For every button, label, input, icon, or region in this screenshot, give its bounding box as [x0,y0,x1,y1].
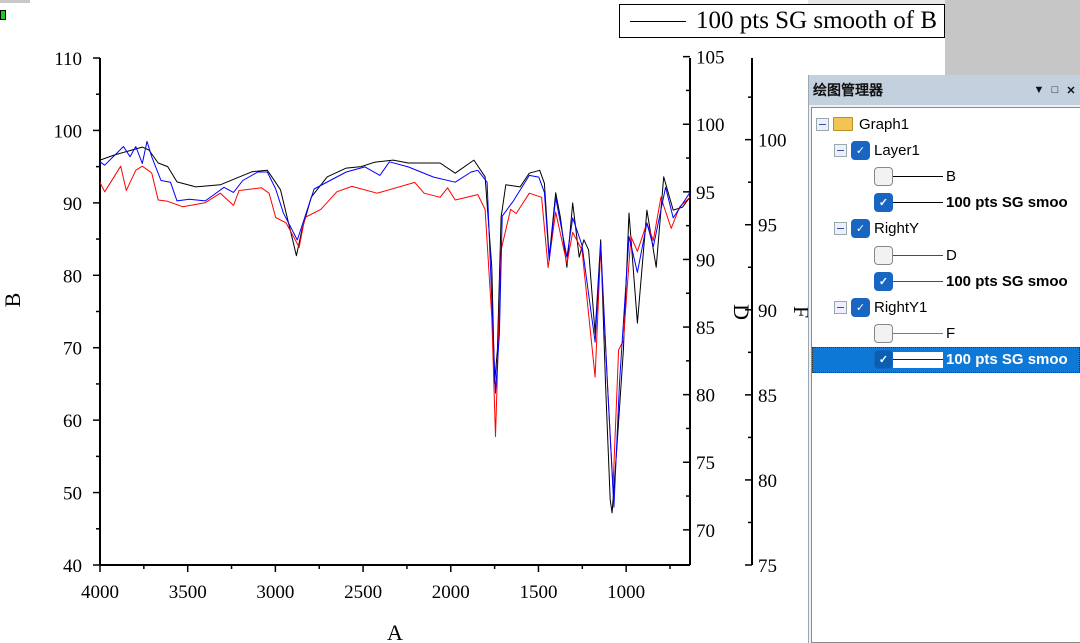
right-y-tick-label-f: 75 [758,556,777,577]
plot-checkbox[interactable] [874,166,893,186]
legend-text: 100 pts SG smooth of B [696,7,938,34]
collapse-icon[interactable] [816,117,829,131]
selected-row-highlight [812,346,1080,373]
plot-label: F [946,325,956,343]
tree-node-plot[interactable]: ✓ 100 pts SG smoo [874,269,1068,293]
right-y-tick-label-d: 80 [696,386,715,407]
left-y-tick-label: 70 [63,339,82,360]
tree-node-plot[interactable]: B [874,164,956,188]
right-y-tick-label-d: 105 [696,48,725,69]
plot-tree[interactable]: Graph1 ✓ Layer1 B ✓ 100 pts SG smoo ✓ RightY D ✓ 1… [811,107,1080,643]
left-y-tick-label: 40 [63,556,82,577]
right-y-tick-label-f: 100 [758,131,787,152]
x-tick-label: 2000 [432,582,470,603]
left-y-tick-label: 60 [63,411,82,432]
plot-checkbox[interactable] [874,324,893,344]
toolbar-strip [0,0,30,3]
right-y-tick-label-f: 80 [758,471,777,492]
left-y-tick-label: 100 [54,121,83,142]
layer-label: Layer1 [874,141,920,159]
restore-icon[interactable]: □ [1051,84,1059,96]
right-y-tick-label-d: 95 [696,183,715,204]
plot-line-sample-icon [893,333,943,335]
left-y-tick-label: 110 [54,49,82,70]
plot-label: D [946,246,957,264]
workspace-background [808,0,945,6]
x-tick-label: 1000 [607,582,645,603]
plot-label: B [946,167,957,185]
collapse-icon[interactable] [834,300,847,314]
plot-checkbox[interactable]: ✓ [874,350,893,370]
plot-line-sample-icon [893,351,943,368]
plot-label: 100 pts SG smoo [946,272,1068,290]
right-y-tick-label-d: 100 [696,115,725,136]
legend-box[interactable]: 100 pts SG smooth of B [619,4,945,38]
legend-line-sample [630,20,686,22]
close-icon[interactable]: ✕ [1066,84,1076,97]
left-y-tick-label: 50 [63,484,82,505]
left-y-tick-label: 90 [63,194,82,215]
right-y-tick-label-d: 85 [696,318,715,339]
tree-node-plot[interactable]: D [874,243,957,267]
workspace-background [945,0,1080,75]
layer-checkbox[interactable]: ✓ [851,297,870,317]
series-line-f[interactable] [99,140,691,508]
right-y-tick-label-f: 85 [758,386,777,407]
plot-line-sample-icon [893,202,943,204]
x-tick-label: 2500 [344,582,382,603]
tree-node-plot[interactable]: ✓ 100 pts SG smoo [874,348,1068,372]
x-tick-label: 3000 [256,582,294,603]
tree-node-layer-righty1[interactable]: ✓ RightY1 [834,295,927,319]
right-y-axis-title-f: F [789,306,808,318]
plot-checkbox[interactable]: ✓ [874,271,893,291]
plot-checkbox[interactable]: ✓ [874,193,893,213]
layer-label: RightY [874,220,920,238]
tree-node-plot[interactable]: ✓ 100 pts SG smoo [874,191,1068,215]
collapse-icon[interactable] [834,222,847,236]
right-y-tick-label-d: 70 [696,521,715,542]
panel-title: 绘图管理器 [813,82,883,98]
tree-node-graph[interactable]: Graph1 [816,112,909,136]
x-tick-label: 3500 [169,582,207,603]
series-line-b[interactable] [99,146,691,514]
x-tick-label: 4000 [81,582,119,603]
tree-node-label: Graph1 [859,115,910,133]
y-axis-title: B [0,293,25,308]
lock-icon[interactable] [0,10,6,20]
right-y-tick-label-f: 90 [758,301,777,322]
panel-header: 绘图管理器 ▼ □ ✕ [809,75,1080,105]
plot-label: 100 pts SG smoo [946,194,1068,212]
plot-line-sample-icon [893,280,943,282]
tree-node-layer-layer1[interactable]: ✓ Layer1 [834,138,920,162]
layer-checkbox[interactable]: ✓ [851,219,870,239]
right-y-tick-label-d: 75 [696,453,715,474]
graph-chart[interactable]: 4000 3500 3000 2500 2000 1500 1000 40 50 60 70 80 90… [0,0,808,643]
series-line-d[interactable] [99,165,691,489]
plot-line-sample-icon [893,254,943,256]
tree-node-plot[interactable]: F [874,322,955,346]
collapse-icon[interactable] [834,143,847,157]
dropdown-arrow-icon[interactable]: ▼ [1033,84,1045,96]
plot-label: 100 pts SG smoo [946,351,1068,369]
right-y-axis-title-d: D [729,304,754,320]
left-y-tick-label: 80 [63,266,82,287]
tree-node-layer-righty[interactable]: ✓ RightY [834,217,919,241]
right-y-tick-label-d: 90 [696,250,715,271]
plot-checkbox[interactable] [874,245,893,265]
layer-checkbox[interactable]: ✓ [851,140,870,160]
x-axis-title: A [387,620,403,643]
right-y-tick-label-f: 95 [758,216,777,237]
x-tick-label: 1500 [519,582,557,603]
layer-label: RightY1 [874,298,928,316]
folder-icon [833,117,853,131]
plot-line-sample-icon [893,175,943,177]
plot-manager-panel: 绘图管理器 ▼ □ ✕ Graph1 ✓ Layer1 B ✓ 100 pts SG sm… [808,75,1080,643]
